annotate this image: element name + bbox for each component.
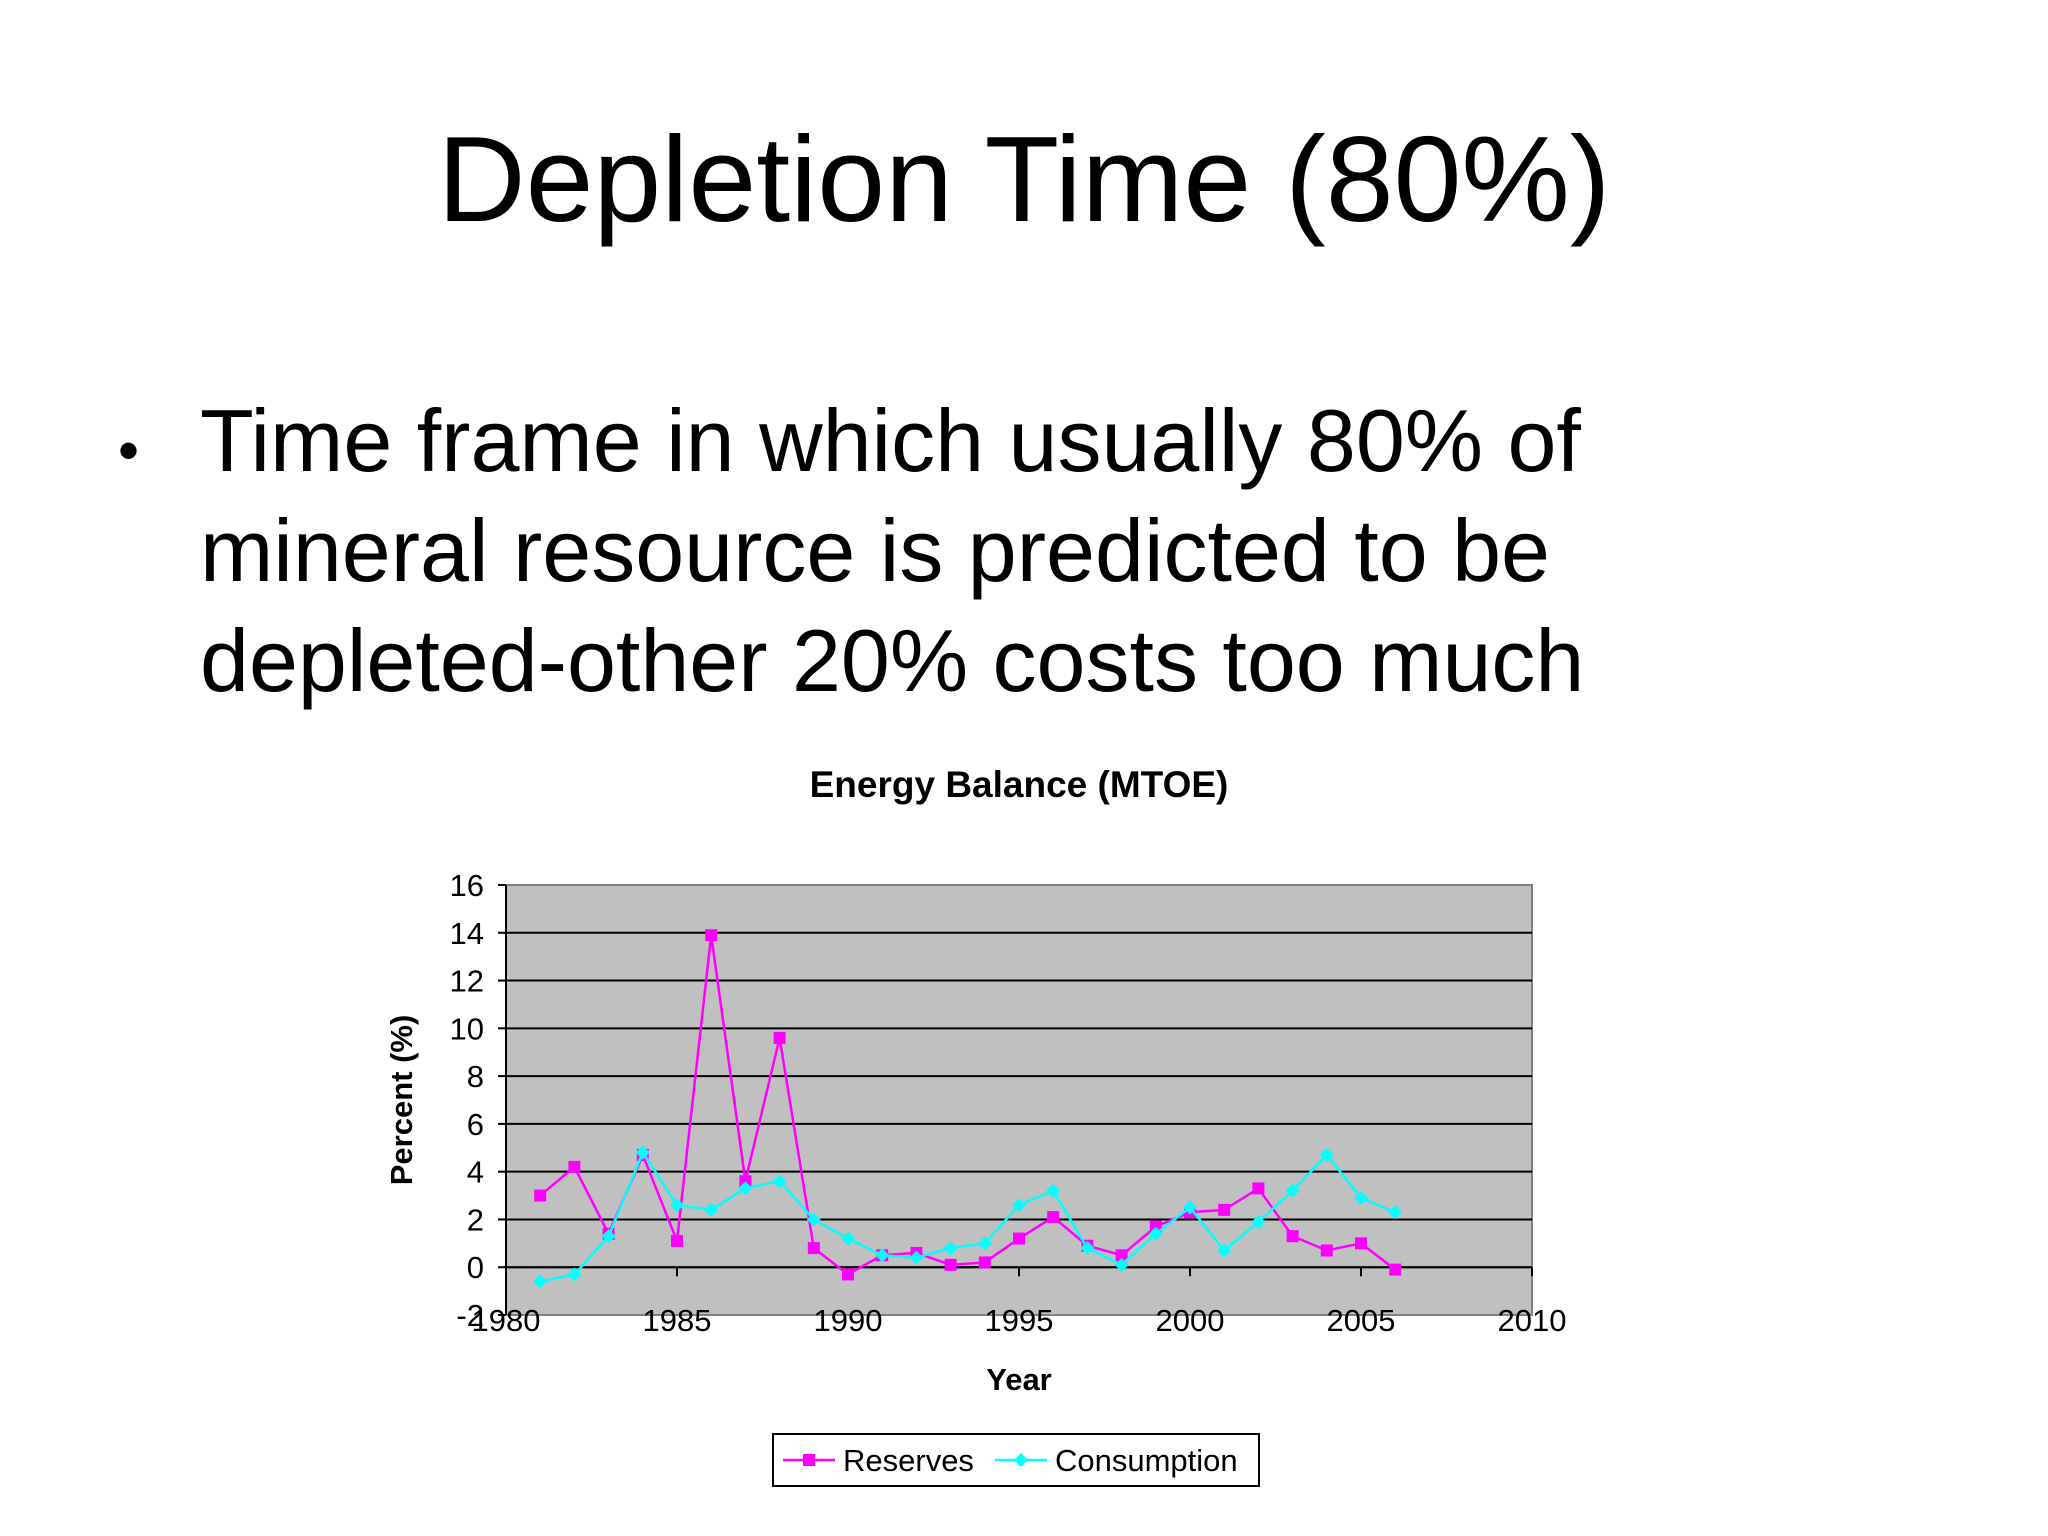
data-point bbox=[1389, 1263, 1402, 1276]
data-point bbox=[772, 1174, 787, 1189]
data-point bbox=[1080, 1241, 1095, 1256]
y-tick-label: 4 bbox=[467, 1155, 484, 1190]
data-point bbox=[977, 1236, 992, 1251]
data-point bbox=[909, 1250, 924, 1265]
data-point bbox=[1115, 1249, 1128, 1262]
data-point bbox=[1320, 1244, 1333, 1257]
data-point bbox=[567, 1267, 582, 1282]
data-point bbox=[738, 1181, 753, 1196]
y-tick-label: -2 bbox=[456, 1298, 484, 1333]
data-point bbox=[806, 1212, 821, 1227]
data-point bbox=[601, 1229, 616, 1244]
y-tick-label: 16 bbox=[450, 868, 484, 903]
y-tick-label: 12 bbox=[450, 964, 484, 999]
data-point bbox=[635, 1145, 650, 1160]
data-point bbox=[670, 1198, 684, 1213]
x-tick-label: 1990 bbox=[814, 1303, 883, 1338]
data-point bbox=[1013, 1232, 1025, 1245]
data-point bbox=[943, 1241, 958, 1256]
x-tick-label: 1995 bbox=[985, 1303, 1054, 1338]
data-point bbox=[1251, 1214, 1266, 1229]
data-point bbox=[1148, 1226, 1163, 1241]
slide-title: Depletion Time (80%) bbox=[437, 111, 1611, 247]
data-point bbox=[807, 1242, 820, 1255]
data-point bbox=[1014, 1453, 1028, 1467]
data-point bbox=[1319, 1147, 1334, 1162]
data-point bbox=[704, 1202, 719, 1217]
y-tick-label: 8 bbox=[467, 1059, 484, 1094]
data-point bbox=[1183, 1200, 1197, 1215]
data-point bbox=[568, 1160, 581, 1173]
bullet-dot-icon: • bbox=[118, 417, 140, 484]
legend-label: Consumption bbox=[1055, 1443, 1238, 1478]
data-point bbox=[1217, 1243, 1232, 1258]
data-point bbox=[671, 1234, 683, 1247]
y-tick-label: 14 bbox=[450, 916, 484, 951]
data-point bbox=[533, 1274, 548, 1289]
data-point bbox=[1047, 1211, 1060, 1224]
x-tick-label: 2005 bbox=[1327, 1303, 1396, 1338]
x-tick-label: 2010 bbox=[1498, 1303, 1567, 1338]
data-point bbox=[1286, 1230, 1299, 1243]
data-point bbox=[534, 1189, 547, 1202]
x-tick-label: 1985 bbox=[643, 1303, 712, 1338]
y-tick-label: 10 bbox=[450, 1011, 484, 1046]
data-point bbox=[1149, 1220, 1162, 1233]
y-tick-label: 2 bbox=[467, 1202, 484, 1237]
data-point bbox=[803, 1454, 815, 1466]
data-point bbox=[875, 1248, 890, 1263]
y-tick-label: 6 bbox=[467, 1107, 484, 1142]
line-chart: Energy Balance (MTOE) -2 0 2 4 6 8 10 12 14 16 1980… bbox=[384, 764, 1567, 1487]
y-tick-label: 0 bbox=[467, 1250, 484, 1285]
data-point bbox=[773, 1031, 786, 1044]
data-point bbox=[1285, 1183, 1300, 1198]
chart-figure: Energy Balance (MTOE) -2 0 2 4 6 8 10 12 14 16 1980… bbox=[380, 740, 1780, 1500]
data-point bbox=[842, 1268, 854, 1281]
data-point bbox=[1046, 1183, 1061, 1198]
data-point bbox=[705, 929, 718, 942]
data-point bbox=[1114, 1257, 1129, 1272]
plot-area bbox=[505, 884, 1533, 1316]
x-tick-label: 2000 bbox=[1156, 1303, 1225, 1338]
x-tick-label: 1980 bbox=[472, 1303, 541, 1338]
data-point bbox=[739, 1175, 752, 1188]
bullet-text: Time frame in which usually 80% of miner… bbox=[200, 391, 1585, 710]
y-axis-label: Percent (%) bbox=[384, 1015, 419, 1186]
data-point bbox=[1218, 1203, 1231, 1216]
data-point bbox=[841, 1231, 855, 1246]
legend-label: Reserves bbox=[843, 1443, 974, 1478]
data-point bbox=[1354, 1190, 1368, 1205]
data-point bbox=[1012, 1198, 1026, 1213]
data-point bbox=[944, 1258, 957, 1271]
chart-title: Energy Balance (MTOE) bbox=[810, 764, 1229, 805]
x-axis-label: Year bbox=[986, 1362, 1052, 1397]
data-point bbox=[1388, 1205, 1403, 1220]
bullet-item: • Time frame in which usually 80% of min… bbox=[118, 386, 1778, 716]
data-point bbox=[1355, 1237, 1367, 1250]
data-point bbox=[978, 1256, 991, 1269]
data-point bbox=[1252, 1182, 1265, 1195]
